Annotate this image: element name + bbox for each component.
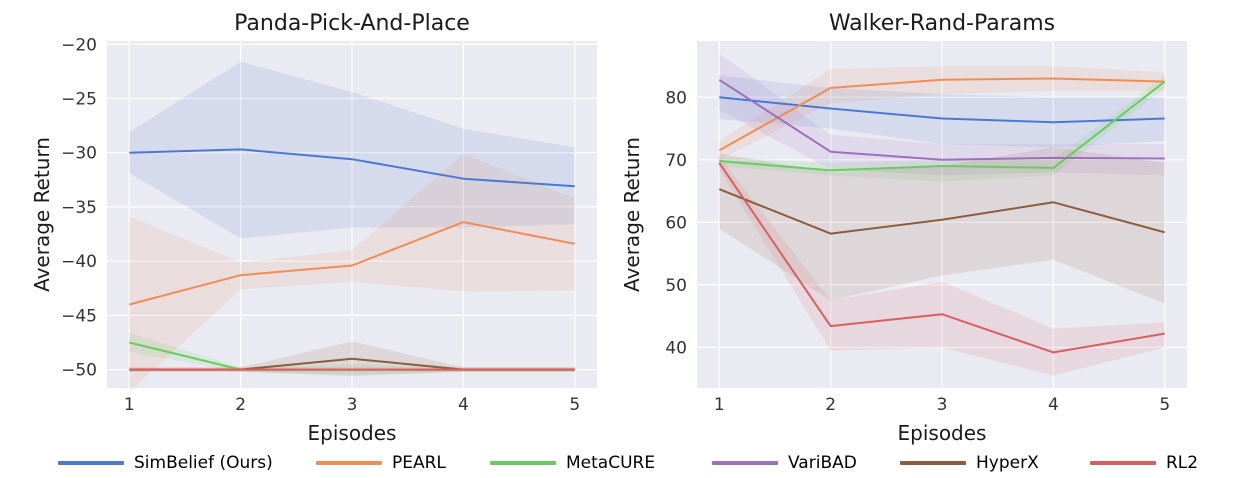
legend-swatch-hyperx xyxy=(900,461,966,465)
y-tick-label: −25 xyxy=(61,89,97,109)
line-hyperx xyxy=(718,188,1165,235)
y-tick-label: 80 xyxy=(665,88,687,108)
y-axis-label: Average Return xyxy=(30,137,54,292)
legend-label-varibad: VariBAD xyxy=(788,453,857,473)
legend-item-pearl: PEARL xyxy=(316,448,446,478)
legend-item-rl2: RL2 xyxy=(1090,448,1198,478)
legend-item-varibad: VariBAD xyxy=(712,448,857,478)
legend-label-metacure: MetaCURE xyxy=(566,453,656,473)
band-hyperx xyxy=(719,147,1165,304)
x-axis-label: Episodes xyxy=(898,421,987,445)
band-simbelief-ours xyxy=(129,61,575,239)
x-tick-label: 1 xyxy=(714,395,725,415)
legend-label-pearl: PEARL xyxy=(392,453,446,473)
x-tick-label: 5 xyxy=(1159,395,1170,415)
x-tick-label: 2 xyxy=(825,395,836,415)
legend-label-simbelief: SimBelief (Ours) xyxy=(134,453,273,473)
y-axis-label: Average Return xyxy=(620,137,644,292)
chart-panel-1: −20 −25 −30 −35 −40 −45 −50 1 2 3 4 5 Panda-Pick-And… xyxy=(30,11,597,445)
x-tick-label: 1 xyxy=(124,395,135,415)
chart-panel-2: 40 50 60 70 80 1 2 3 4 5 Walker-Rand-Params Episode… xyxy=(620,11,1187,445)
legend-swatch-metacure xyxy=(490,461,556,465)
line-varibad xyxy=(718,78,1165,161)
x-tick-label: 3 xyxy=(937,395,948,415)
line-simbelief-ours xyxy=(719,96,1165,124)
legend-item-metacure: MetaCURE xyxy=(490,448,655,478)
band-rl2 xyxy=(719,156,1165,376)
y-tick-label: −50 xyxy=(61,361,97,381)
line-simbelief-ours xyxy=(129,148,575,188)
chart-title: Walker-Rand-Params xyxy=(829,11,1055,36)
band-varibad xyxy=(719,53,1165,176)
band-pearl xyxy=(719,66,1165,160)
line-pearl xyxy=(129,221,575,306)
x-axis-label: Episodes xyxy=(308,421,397,445)
legend-item-hyperx: HyperX xyxy=(900,448,1039,478)
y-tick-label: −20 xyxy=(61,35,97,55)
legend-swatch-pearl xyxy=(316,461,382,465)
legend-swatch-simbelief xyxy=(58,461,124,465)
y-tick-label: 40 xyxy=(665,338,687,358)
legend-label-rl2: RL2 xyxy=(1166,453,1199,473)
band-pearl xyxy=(129,153,575,393)
legend-swatch-rl2 xyxy=(1090,461,1156,465)
y-tick-label: −30 xyxy=(61,144,97,164)
chart-title: Panda-Pick-And-Place xyxy=(234,11,470,36)
band-metacure xyxy=(129,332,575,375)
x-tick-label: 3 xyxy=(347,395,358,415)
y-tick-label: 70 xyxy=(665,151,687,171)
y-tick-label: 50 xyxy=(665,276,687,296)
legend-swatch-varibad xyxy=(712,461,778,465)
x-tick-label: 2 xyxy=(235,395,246,415)
y-tick-label: 60 xyxy=(665,213,687,233)
y-tick-label: −35 xyxy=(61,198,97,218)
line-pearl xyxy=(718,77,1165,152)
y-tick-label: −45 xyxy=(61,306,97,326)
line-metacure xyxy=(719,80,1166,172)
legend-label-hyperx: HyperX xyxy=(976,453,1039,473)
line-rl2 xyxy=(718,162,1165,354)
x-tick-label: 5 xyxy=(569,395,580,415)
legend: SimBelief (Ours) PEARL MetaCURE VariBAD … xyxy=(0,448,1246,478)
y-tick-label: −40 xyxy=(61,252,97,272)
x-tick-label: 4 xyxy=(1048,395,1059,415)
band-simbelief-ours xyxy=(719,75,1165,148)
x-tick-label: 4 xyxy=(458,395,469,415)
figure: −20 −25 −30 −35 −40 −45 −50 1 2 3 4 5 Panda-Pick-And… xyxy=(30,11,1187,445)
legend-item-simbelief: SimBelief (Ours) xyxy=(58,448,273,478)
